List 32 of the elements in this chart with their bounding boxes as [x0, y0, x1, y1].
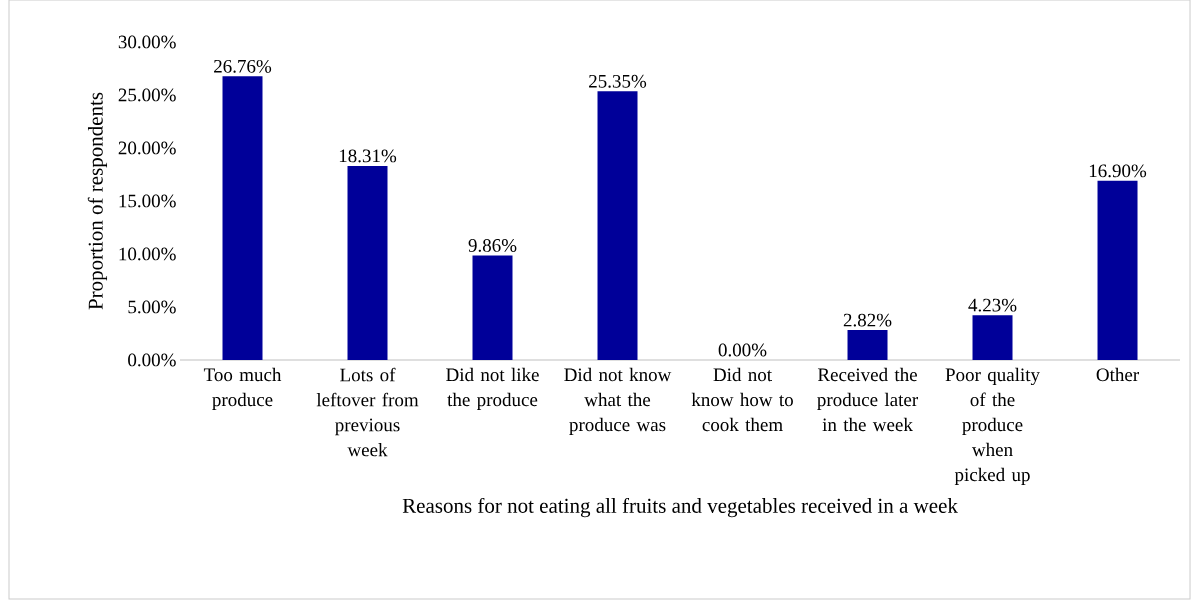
data-label: 9.86% [468, 239, 517, 252]
y-tick-label: 15.00% [119, 194, 176, 208]
x-tick-label: Did not know what the produce was [564, 367, 672, 436]
bar [847, 330, 888, 360]
y-axis-title: Proportion of respondents [87, 92, 108, 310]
bar [222, 76, 263, 360]
y-tick-label: 5.00% [128, 300, 176, 314]
data-label: 26.76% [214, 59, 272, 73]
x-tick-label: Lots of leftover from previous week [316, 367, 419, 457]
bar [1097, 180, 1138, 360]
y-tick-label: 10.00% [119, 247, 176, 261]
x-axis-title: Reasons for not eating all fruits and vegetables received in a week [402, 497, 958, 518]
data-label: 0.00% [718, 343, 767, 357]
y-tick-label: 20.00% [118, 141, 176, 155]
x-tick-label: Poor quality of the produce when picked up [945, 367, 1040, 486]
bar [472, 255, 513, 360]
data-label: 4.23% [968, 298, 1017, 312]
x-tick-label: Received the produce later in the week [817, 367, 918, 432]
bar [597, 91, 638, 360]
x-tick-label: Did not know how to cook them [691, 367, 793, 432]
y-tick-label: 30.00% [118, 35, 176, 49]
data-label: 18.31% [339, 149, 397, 163]
bar [972, 315, 1013, 360]
data-label: 2.82% [843, 313, 892, 327]
x-tick-label: Other [1096, 367, 1139, 382]
y-tick-label: 25.00% [118, 88, 176, 102]
data-label: 16.90% [1089, 164, 1147, 178]
x-tick-label: Did not like the produce [446, 367, 539, 411]
x-tick-label: Too much produce [203, 367, 282, 411]
bar [347, 165, 388, 360]
y-tick-label: 0.00% [128, 353, 176, 367]
data-label: 25.35% [589, 74, 647, 88]
